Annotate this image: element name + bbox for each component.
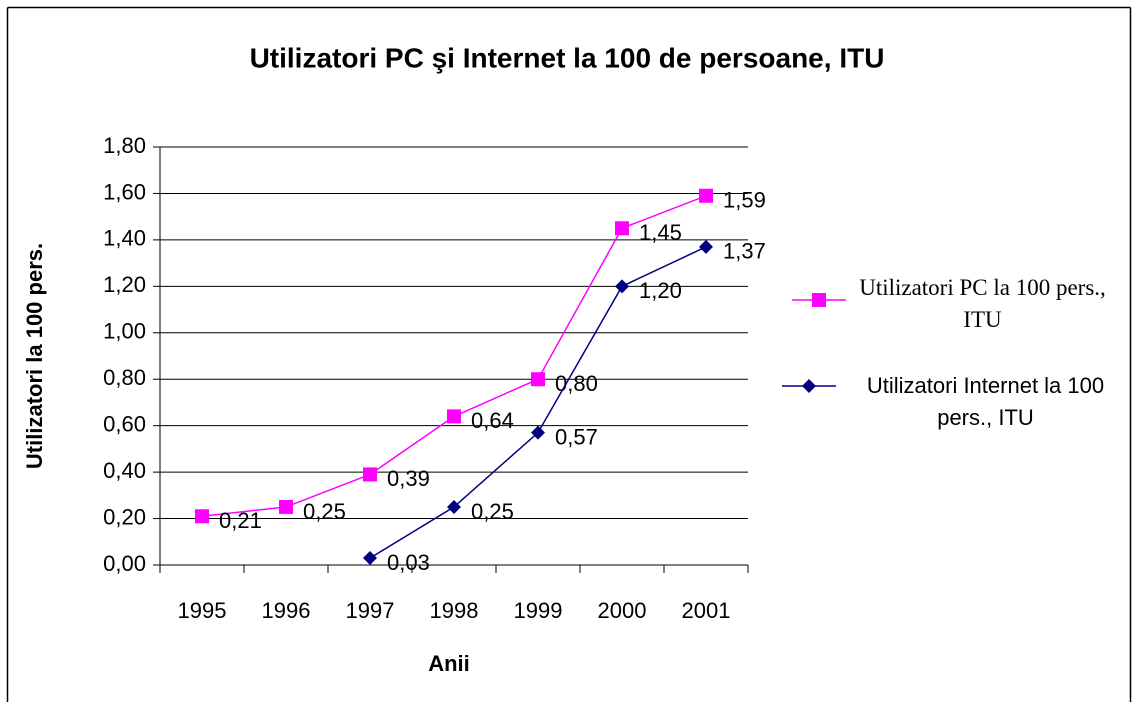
y-tick-label: 1,00 [103, 319, 146, 344]
y-axis-title: Utilizatori la 100 pers. [22, 243, 47, 469]
x-axis-title: Anii [428, 651, 470, 676]
marker [615, 221, 629, 236]
data-label: 0,21 [219, 508, 262, 533]
data-label: 1,45 [639, 220, 682, 245]
marker [363, 467, 377, 482]
marker [615, 279, 629, 294]
marker [531, 372, 545, 387]
y-tick-label: 1,40 [103, 226, 146, 251]
data-label: 1,20 [639, 278, 682, 303]
y-tick-label: 0,00 [103, 551, 146, 576]
chart-title: Utilizatori PC şi Internet la 100 de per… [250, 42, 885, 73]
data-label: 1,59 [723, 188, 766, 213]
marker [363, 551, 377, 566]
y-tick-label: 1,20 [103, 272, 146, 297]
series-line [201, 195, 707, 517]
y-tick-label: 1,80 [103, 133, 146, 158]
data-label: 0,64 [471, 408, 514, 433]
legend-marker [802, 379, 816, 393]
marker [195, 509, 209, 524]
y-tick-label: 0,80 [103, 365, 146, 390]
y-tick-label: 0,20 [103, 504, 146, 529]
legend-label: Utilizatori PC la 100 pers., ITU [859, 275, 1106, 332]
y-tick-label: 0,60 [103, 411, 146, 436]
data-label: 0,25 [471, 499, 514, 524]
data-label: 0,57 [555, 424, 598, 449]
data-label: 0,25 [303, 499, 346, 524]
y-tick-label: 0,40 [103, 458, 146, 483]
x-tick-label: 1995 [178, 598, 227, 623]
marker [699, 239, 713, 254]
data-label: 1,37 [723, 239, 766, 264]
y-tick-label: 1,60 [103, 179, 146, 204]
marker [447, 499, 461, 514]
data-label: 0,03 [387, 550, 430, 575]
x-tick-label: 1999 [514, 598, 563, 623]
legend-marker [812, 293, 826, 307]
x-tick-label: 1997 [346, 598, 395, 623]
marker [279, 499, 293, 514]
marker [447, 409, 461, 424]
marker [531, 425, 545, 440]
legend-label: Utilizatori Internet la 100 pers., ITU [866, 373, 1105, 430]
x-tick-label: 2001 [682, 598, 731, 623]
marker [699, 188, 713, 203]
x-tick-label: 1998 [430, 598, 479, 623]
x-tick-label: 2000 [598, 598, 647, 623]
x-tick-label: 1996 [262, 598, 311, 623]
data-label: 0,39 [387, 466, 430, 491]
